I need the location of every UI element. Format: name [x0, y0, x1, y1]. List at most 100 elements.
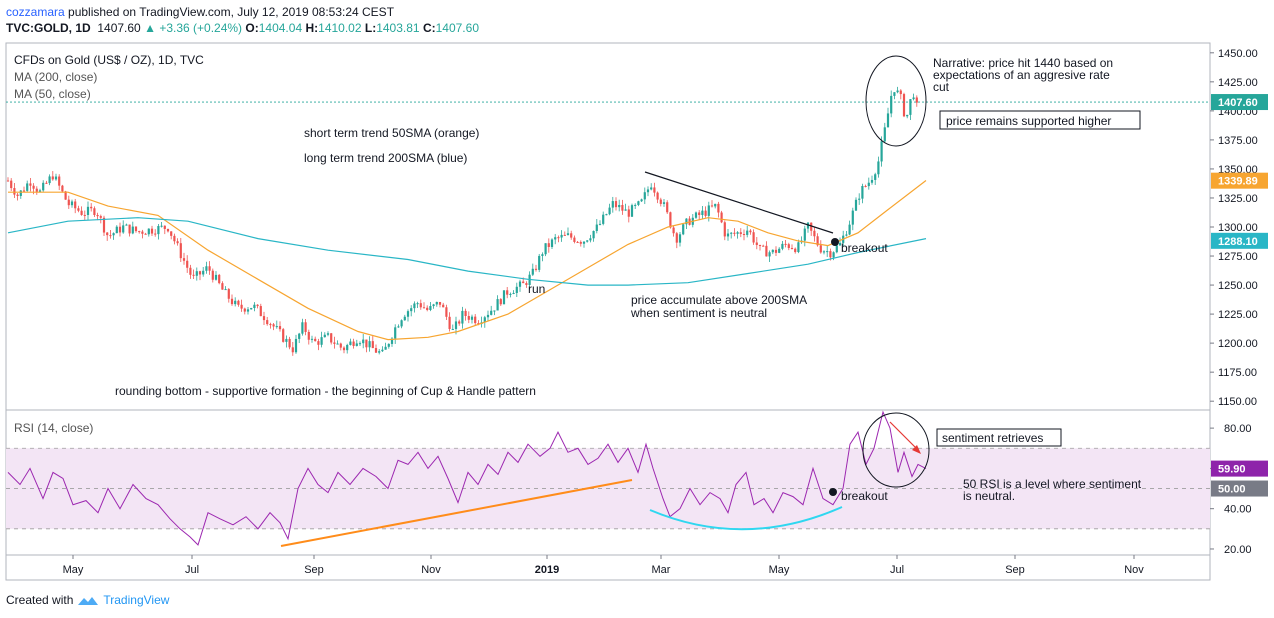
candle-body[interactable]	[67, 199, 70, 206]
candle-body[interactable]	[16, 194, 19, 196]
candle-body[interactable]	[557, 237, 560, 239]
rsi-support-trendline[interactable]	[280, 479, 633, 547]
candle-body[interactable]	[294, 338, 298, 353]
candle-body[interactable]	[496, 299, 499, 311]
candle-body[interactable]	[317, 341, 320, 345]
candle-body[interactable]	[333, 342, 336, 344]
candle-body[interactable]	[870, 179, 874, 183]
candle-body[interactable]	[166, 228, 170, 232]
candle-body[interactable]	[259, 306, 262, 317]
candle-body[interactable]	[710, 205, 714, 207]
candle-body[interactable]	[570, 233, 573, 238]
candle-body[interactable]	[224, 289, 227, 291]
candle-body[interactable]	[182, 258, 186, 261]
candle-body[interactable]	[538, 255, 541, 270]
candle-body[interactable]	[406, 311, 410, 317]
candle-body[interactable]	[442, 304, 445, 308]
candle-body[interactable]	[45, 182, 48, 184]
candle-body[interactable]	[221, 283, 224, 290]
candle-body[interactable]	[659, 199, 662, 204]
candle-body[interactable]	[682, 224, 685, 235]
candle-body[interactable]	[22, 190, 26, 192]
price-pane[interactable]	[6, 86, 1210, 356]
candle-body[interactable]	[19, 190, 22, 196]
candle-body[interactable]	[608, 207, 611, 215]
candle-body[interactable]	[864, 185, 867, 187]
candle-body[interactable]	[787, 244, 790, 249]
rsi-pane[interactable]	[7, 410, 927, 546]
candle-body[interactable]	[915, 97, 918, 103]
candle-body[interactable]	[752, 232, 755, 243]
candle-body[interactable]	[618, 204, 621, 208]
candle-body[interactable]	[234, 300, 237, 305]
candle-body[interactable]	[458, 321, 461, 324]
candle-body[interactable]	[266, 320, 269, 325]
candle-body[interactable]	[157, 225, 160, 235]
candle-body[interactable]	[822, 251, 826, 253]
candle-body[interactable]	[832, 252, 835, 258]
candle-body[interactable]	[806, 222, 810, 229]
candle-body[interactable]	[835, 245, 838, 253]
candle-body[interactable]	[310, 338, 314, 340]
candle-body[interactable]	[685, 218, 688, 225]
candle-body[interactable]	[838, 242, 842, 246]
candle-body[interactable]	[403, 316, 406, 321]
candle-body[interactable]	[768, 252, 771, 257]
candle-body[interactable]	[112, 233, 115, 236]
candle-body[interactable]	[10, 180, 13, 189]
candle-body[interactable]	[170, 231, 173, 236]
candle-body[interactable]	[323, 334, 326, 338]
candle-body[interactable]	[717, 203, 720, 213]
candle-body[interactable]	[797, 242, 800, 253]
candle-body[interactable]	[13, 188, 16, 195]
candle-body[interactable]	[150, 228, 154, 234]
candle-body[interactable]	[614, 201, 618, 208]
candle-body[interactable]	[794, 248, 797, 253]
rsi-top-ellipse[interactable]	[862, 412, 930, 488]
candle-body[interactable]	[595, 224, 598, 231]
candle-body[interactable]	[714, 203, 717, 207]
candle-body[interactable]	[26, 183, 29, 191]
candle-body[interactable]	[576, 241, 579, 243]
candle-body[interactable]	[790, 248, 794, 250]
candle-body[interactable]	[592, 230, 595, 239]
candle-body[interactable]	[128, 224, 131, 234]
candle-body[interactable]	[445, 307, 448, 317]
candle-body[interactable]	[64, 191, 67, 200]
candle-body[interactable]	[640, 199, 643, 202]
candle-body[interactable]	[467, 316, 470, 320]
candle-body[interactable]	[621, 204, 624, 211]
candle-body[interactable]	[662, 202, 666, 204]
candle-body[interactable]	[861, 185, 864, 199]
candle-body[interactable]	[512, 292, 515, 294]
candle-body[interactable]	[550, 239, 554, 247]
candle-body[interactable]	[86, 206, 90, 215]
candle-body[interactable]	[381, 349, 384, 352]
candle-body[interactable]	[422, 307, 426, 309]
candle-body[interactable]	[186, 260, 189, 268]
candle-body[interactable]	[749, 230, 752, 233]
candle-body[interactable]	[461, 310, 464, 324]
candle-body[interactable]	[554, 237, 557, 240]
candle-body[interactable]	[352, 341, 355, 346]
candle-body[interactable]	[637, 201, 640, 205]
candle-body[interactable]	[765, 245, 768, 257]
candle-body[interactable]	[733, 232, 736, 234]
candle-body[interactable]	[70, 201, 74, 206]
candle-body[interactable]	[176, 241, 179, 244]
author-link[interactable]: cozzamara	[6, 5, 65, 19]
candle-body[interactable]	[723, 222, 726, 237]
candle-body[interactable]	[563, 234, 566, 236]
candle-body[interactable]	[141, 231, 144, 234]
candle-body[interactable]	[582, 241, 586, 244]
candle-body[interactable]	[256, 304, 259, 307]
candle-body[interactable]	[867, 182, 870, 187]
candle-body[interactable]	[378, 351, 381, 353]
candle-body[interactable]	[605, 214, 608, 216]
candle-body[interactable]	[890, 95, 893, 114]
candle-body[interactable]	[35, 188, 38, 192]
candle-body[interactable]	[339, 343, 342, 348]
candle-body[interactable]	[330, 333, 333, 343]
candle-body[interactable]	[362, 339, 365, 344]
